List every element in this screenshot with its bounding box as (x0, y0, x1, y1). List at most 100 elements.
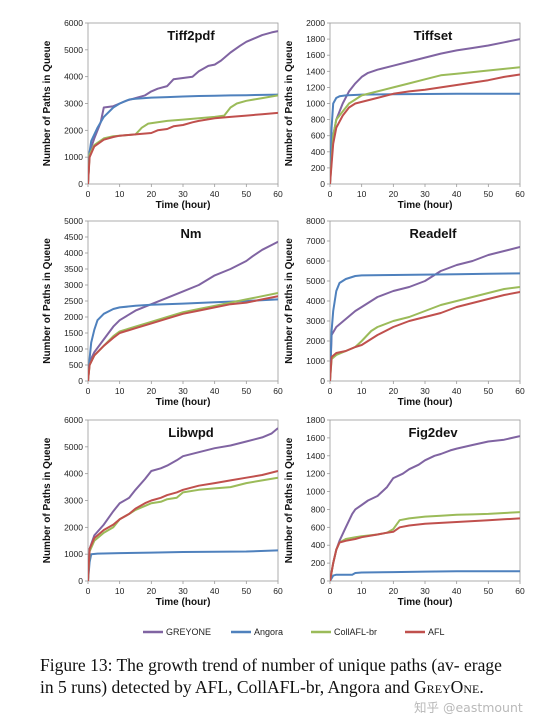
y-tick-label: 7000 (306, 236, 325, 246)
panel-title: Tiffset (414, 28, 453, 43)
x-tick-label: 10 (357, 386, 367, 396)
y-axis-label: Number of Paths in Queue (42, 437, 53, 563)
y-tick-label: 800 (311, 115, 325, 125)
x-tick-label: 50 (242, 386, 252, 396)
y-tick-label: 1000 (306, 487, 325, 497)
series-line-afl (330, 517, 520, 581)
series-line-greyone (88, 30, 278, 184)
y-axis-label: Number of Paths in Queue (284, 40, 295, 166)
series-line-angora (88, 298, 278, 381)
y-tick-label: 1000 (64, 549, 83, 559)
x-axis-label: Time (hour) (156, 397, 211, 408)
x-tick-label: 40 (452, 386, 462, 396)
y-tick-label: 1000 (306, 356, 325, 366)
y-tick-label: 5000 (306, 276, 325, 286)
x-tick-label: 50 (484, 189, 494, 199)
series-line-collafl-br (330, 66, 520, 184)
y-tick-label: 3000 (64, 99, 83, 109)
series-line-angora (330, 92, 520, 184)
y-tick-label: 2000 (306, 18, 325, 28)
x-tick-label: 10 (357, 586, 367, 596)
y-axis-label: Number of Paths in Queue (42, 238, 53, 364)
y-tick-label: 1600 (306, 50, 325, 60)
y-tick-label: 3000 (64, 496, 83, 506)
x-tick-label: 0 (328, 586, 333, 596)
x-tick-label: 50 (484, 586, 494, 596)
series-line-greyone (330, 435, 520, 581)
caption-line-3: GreyOne. (414, 676, 484, 697)
x-tick-label: 60 (273, 386, 283, 396)
y-axis-label: Number of Paths in Queue (42, 40, 53, 166)
x-tick-label: 30 (420, 189, 430, 199)
y-tick-label: 600 (311, 131, 325, 141)
legend-label-greyone: GREYONE (166, 627, 211, 637)
y-tick-label: 1600 (306, 433, 325, 443)
x-tick-label: 20 (389, 586, 399, 596)
y-tick-label: 4000 (64, 72, 83, 82)
x-tick-label: 40 (210, 586, 220, 596)
legend-label-angora: Angora (254, 627, 283, 637)
x-tick-label: 40 (210, 386, 220, 396)
y-tick-label: 1800 (306, 34, 325, 44)
y-tick-label: 400 (311, 147, 325, 157)
panel-title: Libwpd (168, 425, 214, 440)
y-tick-label: 1400 (306, 66, 325, 76)
y-axis-label: Number of Paths in Queue (284, 437, 295, 563)
y-tick-label: 6000 (306, 256, 325, 266)
x-tick-label: 50 (484, 386, 494, 396)
y-tick-label: 1000 (64, 152, 83, 162)
x-tick-label: 30 (178, 586, 188, 596)
panel-nm: 0500100015002000250030003500400045005000… (42, 216, 283, 408)
x-tick-label: 20 (389, 189, 399, 199)
y-tick-label: 2000 (64, 125, 83, 135)
y-tick-label: 500 (69, 360, 83, 370)
series-line-collafl-br (88, 292, 278, 381)
panel-libwpd: 0 1000 2000 3000 4000 5000 6000 0 10 20 30 40 50 60 Ti… (42, 415, 283, 608)
series-line-angora (88, 93, 278, 184)
x-axis-label: Time (hour) (398, 397, 453, 408)
y-tick-label: 1800 (306, 415, 325, 425)
x-tick-label: 0 (328, 189, 333, 199)
y-tick-label: 2000 (64, 312, 83, 322)
x-tick-label: 20 (389, 386, 399, 396)
series-line-afl (330, 73, 520, 184)
x-tick-label: 0 (86, 386, 91, 396)
series-line-afl (88, 111, 278, 184)
series-line-angora (330, 570, 520, 581)
panel-tiff2pdf: 0 1000 2000 3000 4000 5000 6000 0 10 20 30 40 50 60 Ti… (42, 18, 283, 211)
x-tick-label: 30 (178, 386, 188, 396)
y-tick-label: 1500 (64, 328, 83, 338)
y-tick-label: 4000 (306, 296, 325, 306)
y-tick-label: 800 (311, 504, 325, 514)
x-tick-label: 30 (420, 386, 430, 396)
y-tick-label: 3500 (64, 264, 83, 274)
y-tick-label: 1200 (306, 469, 325, 479)
figure-caption: Figure 13: The growth trend of number of… (40, 655, 510, 698)
y-tick-label: 4000 (64, 248, 83, 258)
series-line-collafl-br (88, 94, 278, 184)
y-tick-label: 5000 (64, 45, 83, 55)
x-tick-label: 40 (452, 586, 462, 596)
x-axis-label: Time (hour) (398, 597, 453, 608)
panel-title: Fig2dev (408, 425, 458, 440)
y-tick-label: 600 (311, 522, 325, 532)
y-tick-label: 400 (311, 540, 325, 550)
y-tick-label: 2500 (64, 296, 83, 306)
y-tick-label: 0 (320, 376, 325, 386)
x-tick-label: 0 (328, 386, 333, 396)
y-tick-label: 0 (78, 179, 83, 189)
y-tick-label: 2000 (306, 336, 325, 346)
panel-tiffset: 0 200 400 600 800 1000 1200 1400 1600 1800 2000 0 10… (284, 18, 525, 211)
y-tick-label: 0 (78, 576, 83, 586)
x-tick-label: 40 (210, 189, 220, 199)
y-axis-label: Number of Paths in Queue (284, 238, 295, 364)
series-line-greyone (88, 240, 278, 381)
y-tick-label: 0 (78, 376, 83, 386)
panel-title: Readelf (410, 226, 458, 241)
series-line-greyone (88, 427, 278, 581)
x-tick-label: 30 (178, 189, 188, 199)
x-tick-label: 50 (242, 189, 252, 199)
y-tick-label: 8000 (306, 216, 325, 226)
x-tick-label: 60 (515, 386, 525, 396)
